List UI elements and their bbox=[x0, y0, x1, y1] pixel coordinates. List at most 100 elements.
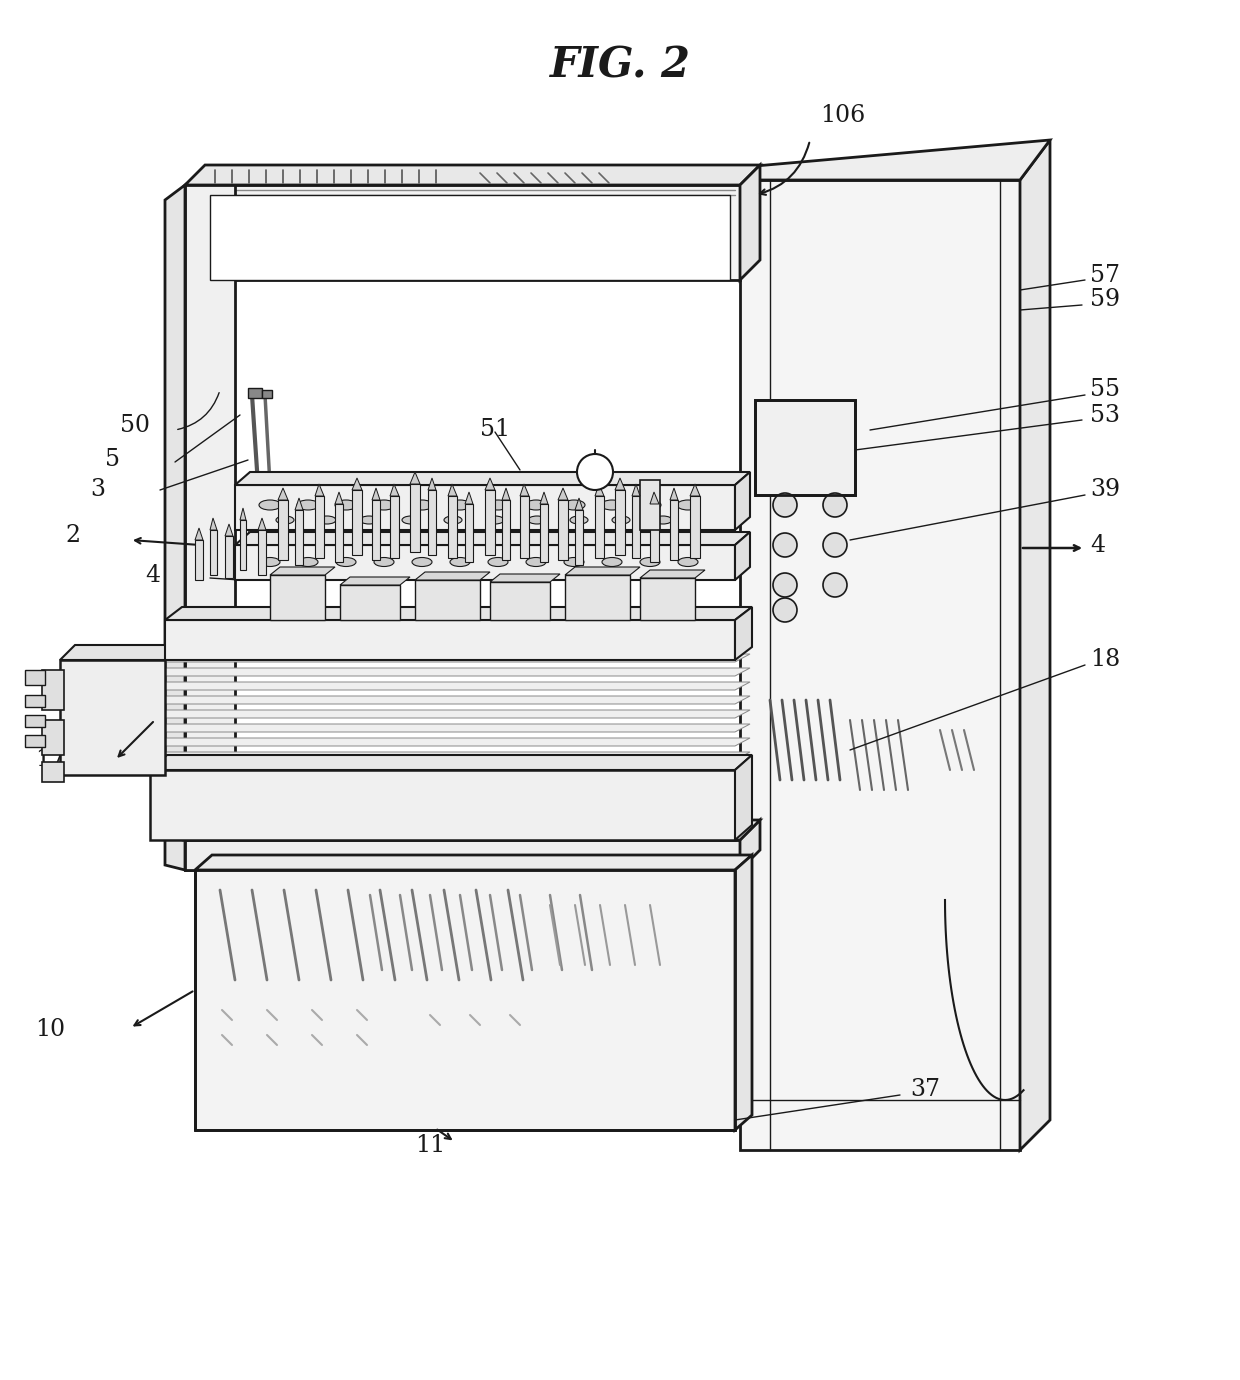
Polygon shape bbox=[258, 530, 267, 575]
Ellipse shape bbox=[444, 516, 463, 524]
Polygon shape bbox=[735, 607, 751, 660]
Circle shape bbox=[823, 533, 847, 558]
Polygon shape bbox=[195, 856, 751, 869]
Polygon shape bbox=[485, 477, 495, 490]
Polygon shape bbox=[236, 533, 750, 545]
Polygon shape bbox=[185, 185, 236, 869]
Ellipse shape bbox=[601, 558, 622, 567]
Text: 50: 50 bbox=[120, 414, 150, 436]
Text: FIG. 2: FIG. 2 bbox=[549, 44, 691, 86]
Polygon shape bbox=[150, 738, 750, 747]
Ellipse shape bbox=[528, 516, 546, 524]
Text: 106: 106 bbox=[820, 104, 866, 127]
Polygon shape bbox=[465, 493, 472, 504]
Ellipse shape bbox=[564, 558, 584, 567]
Text: —: — bbox=[818, 453, 832, 466]
Polygon shape bbox=[755, 400, 856, 495]
Text: 2: 2 bbox=[64, 523, 81, 546]
Polygon shape bbox=[262, 391, 272, 397]
Polygon shape bbox=[25, 696, 45, 707]
Polygon shape bbox=[539, 493, 548, 504]
Polygon shape bbox=[60, 644, 180, 660]
Polygon shape bbox=[520, 484, 529, 495]
Polygon shape bbox=[711, 139, 1050, 179]
Polygon shape bbox=[258, 518, 267, 530]
Polygon shape bbox=[490, 574, 560, 582]
Polygon shape bbox=[195, 540, 203, 580]
Polygon shape bbox=[670, 489, 678, 500]
Polygon shape bbox=[520, 495, 529, 558]
Text: 39: 39 bbox=[1090, 479, 1120, 501]
Polygon shape bbox=[185, 185, 740, 280]
Polygon shape bbox=[241, 520, 246, 570]
Text: 37: 37 bbox=[910, 1079, 940, 1101]
Ellipse shape bbox=[601, 500, 622, 511]
Text: 11: 11 bbox=[415, 1133, 445, 1156]
Polygon shape bbox=[335, 493, 343, 504]
Polygon shape bbox=[391, 484, 399, 495]
Ellipse shape bbox=[412, 558, 432, 567]
Polygon shape bbox=[640, 578, 694, 620]
Polygon shape bbox=[236, 484, 735, 530]
Polygon shape bbox=[315, 495, 324, 558]
Polygon shape bbox=[25, 671, 45, 684]
Polygon shape bbox=[490, 582, 551, 620]
Circle shape bbox=[773, 533, 797, 558]
Polygon shape bbox=[352, 490, 362, 555]
Polygon shape bbox=[150, 654, 750, 662]
Text: 5: 5 bbox=[105, 448, 120, 472]
Text: 3: 3 bbox=[91, 479, 105, 501]
Circle shape bbox=[577, 454, 613, 490]
Polygon shape bbox=[595, 495, 604, 558]
Ellipse shape bbox=[360, 516, 378, 524]
Polygon shape bbox=[210, 530, 217, 575]
Text: 10: 10 bbox=[35, 1018, 66, 1042]
Polygon shape bbox=[740, 820, 760, 869]
Polygon shape bbox=[735, 856, 751, 1130]
Text: 4: 4 bbox=[1090, 534, 1105, 556]
Polygon shape bbox=[689, 495, 701, 558]
Polygon shape bbox=[150, 682, 750, 690]
Polygon shape bbox=[1021, 139, 1050, 1150]
Ellipse shape bbox=[374, 558, 394, 567]
Ellipse shape bbox=[678, 558, 698, 567]
Circle shape bbox=[823, 573, 847, 598]
Circle shape bbox=[773, 573, 797, 598]
Polygon shape bbox=[539, 504, 548, 562]
Ellipse shape bbox=[410, 500, 433, 511]
Ellipse shape bbox=[335, 500, 357, 511]
Polygon shape bbox=[150, 724, 750, 731]
Polygon shape bbox=[372, 489, 379, 500]
Ellipse shape bbox=[449, 500, 471, 511]
Polygon shape bbox=[270, 567, 335, 575]
Ellipse shape bbox=[260, 558, 280, 567]
Polygon shape bbox=[340, 577, 410, 585]
Polygon shape bbox=[25, 715, 45, 727]
Ellipse shape bbox=[317, 516, 336, 524]
Polygon shape bbox=[195, 529, 203, 540]
Polygon shape bbox=[224, 524, 233, 535]
Polygon shape bbox=[448, 484, 458, 495]
Polygon shape bbox=[632, 484, 640, 495]
Ellipse shape bbox=[639, 500, 661, 511]
Text: 55: 55 bbox=[1090, 378, 1120, 402]
Polygon shape bbox=[391, 495, 399, 558]
Polygon shape bbox=[640, 570, 706, 578]
Polygon shape bbox=[60, 660, 165, 776]
Ellipse shape bbox=[298, 558, 317, 567]
Polygon shape bbox=[165, 607, 751, 620]
Polygon shape bbox=[735, 472, 750, 530]
Polygon shape bbox=[150, 696, 750, 704]
Ellipse shape bbox=[298, 500, 319, 511]
Circle shape bbox=[773, 598, 797, 622]
Polygon shape bbox=[372, 500, 379, 560]
Circle shape bbox=[823, 493, 847, 518]
Ellipse shape bbox=[486, 516, 503, 524]
Ellipse shape bbox=[640, 558, 660, 567]
Polygon shape bbox=[150, 755, 751, 770]
Polygon shape bbox=[150, 752, 750, 760]
Polygon shape bbox=[185, 840, 740, 869]
Polygon shape bbox=[595, 484, 604, 495]
Polygon shape bbox=[42, 762, 64, 782]
Polygon shape bbox=[575, 511, 583, 564]
